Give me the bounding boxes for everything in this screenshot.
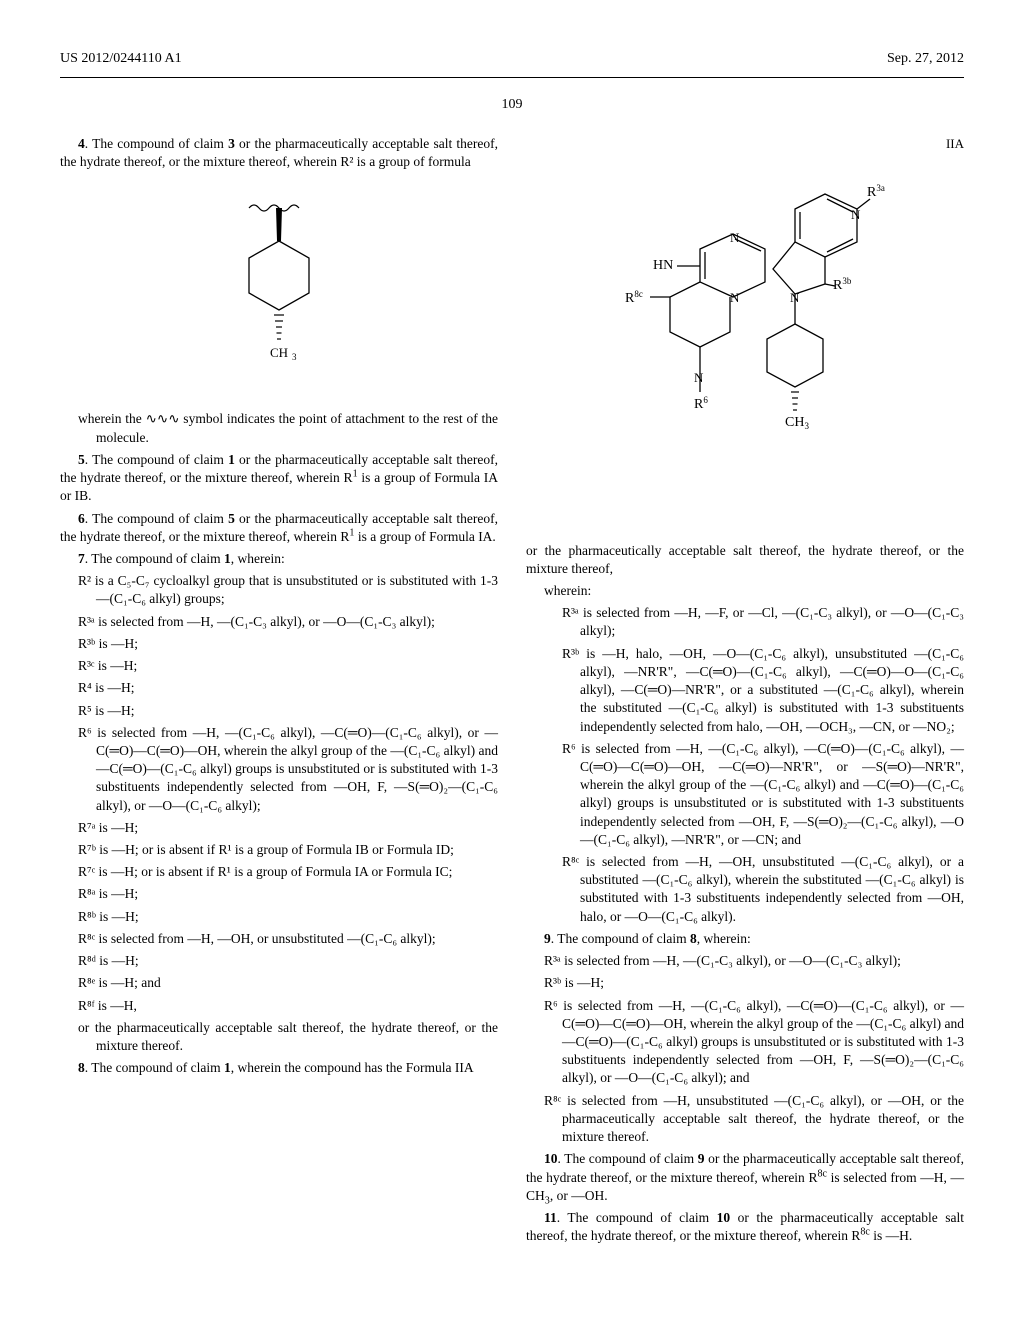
claim-8-lead: 8. The compound of claim 1, wherein the … bbox=[60, 1059, 498, 1077]
c8-r8c: R⁸ᶜ is selected from —H, —OH, unsubstitu… bbox=[526, 853, 964, 926]
c8-r3a: R³ᵃ is selected from —H, —F, or —Cl, —(C… bbox=[526, 604, 964, 640]
c8-r3b: R³ᵇ is —H, halo, —OH, —O—(C₁-C₆ alkyl), … bbox=[526, 645, 964, 736]
c7-r3c: R³ᶜ is —H; bbox=[60, 657, 498, 675]
svg-text:3: 3 bbox=[292, 352, 297, 362]
claim-4-ref: 3 bbox=[228, 136, 235, 151]
svg-text:HN: HN bbox=[653, 258, 673, 273]
header-rule bbox=[60, 77, 964, 78]
claim-10: 10. The compound of claim 9 or the pharm… bbox=[526, 1150, 964, 1205]
claim-8-mid: or the pharmaceutically acceptable salt … bbox=[526, 542, 964, 578]
claim-7: 7. The compound of claim 1, wherein: bbox=[60, 550, 498, 568]
c7-r8c: R⁸ᶜ is selected from —H, —OH, or unsubst… bbox=[60, 930, 498, 948]
svg-text:R6: R6 bbox=[694, 395, 708, 412]
claim-9: 9. The compound of claim 8, wherein: bbox=[526, 930, 964, 948]
svg-text:N: N bbox=[851, 207, 861, 222]
c9-r6: R⁶ is selected from —H, —(C₁-C₆ alkyl), … bbox=[526, 997, 964, 1088]
claim-6: 6. The compound of claim 5 or the pharma… bbox=[60, 510, 498, 546]
svg-text:N: N bbox=[730, 230, 740, 245]
svg-text:R3a: R3a bbox=[867, 183, 885, 200]
fig1-caption: wherein the ∿∿∿ symbol indicates the poi… bbox=[60, 410, 498, 446]
body-columns: 4. The compound of claim 3 or the pharma… bbox=[60, 135, 964, 1255]
c7-r7c: R⁷ᶜ is —H; or is absent if R¹ is a group… bbox=[60, 863, 498, 881]
formula-label-text: IIA bbox=[946, 135, 964, 153]
c7-r6: R⁶ is selected from —H, —(C₁-C₆ alkyl), … bbox=[60, 724, 498, 815]
c7-r2: R² is a C₅-C₇ cycloalkyl group that is u… bbox=[60, 572, 498, 608]
claim-4-num: 4 bbox=[78, 136, 85, 151]
c9-r3b: R³ᵇ is —H; bbox=[526, 974, 964, 992]
c7-r7b: R⁷ᵇ is —H; or is absent if R¹ is a group… bbox=[60, 841, 498, 859]
claim-5: 55. The compound of claim 1 or the pharm… bbox=[60, 451, 498, 506]
c7-r8f: R⁸ᶠ is —H, bbox=[60, 997, 498, 1015]
page-header: US 2012/0244110 A1 Sep. 27, 2012 bbox=[60, 50, 964, 69]
svg-text:N: N bbox=[730, 290, 740, 305]
c7-r4: R⁴ is —H; bbox=[60, 679, 498, 697]
formula-iia-label: IIA bbox=[526, 135, 964, 153]
c9-r8c: R⁸ᶜ is selected from —H, unsubstituted —… bbox=[526, 1092, 964, 1147]
svg-text:R3b: R3b bbox=[833, 276, 852, 293]
c7-r8a: R⁸ᵃ is —H; bbox=[60, 885, 498, 903]
c7-r3a: R³ᵃ is selected from —H, —(C₁-C₃ alkyl),… bbox=[60, 613, 498, 631]
c7-tail: or the pharmaceutically acceptable salt … bbox=[60, 1019, 498, 1055]
structure-2: R3a N N N N N R3b HN R8c R6 CH3 bbox=[526, 174, 964, 519]
claim-4-text1: . The compound of claim bbox=[85, 136, 228, 151]
c7-r5: R⁵ is —H; bbox=[60, 702, 498, 720]
page-number: 109 bbox=[60, 96, 964, 115]
c9-r3a: R³ᵃ is selected from —H, —(C₁-C₃ alkyl),… bbox=[526, 952, 964, 970]
claim-8-wherein: wherein: bbox=[526, 582, 964, 600]
publication-date: Sep. 27, 2012 bbox=[887, 50, 964, 69]
c7-r8b: R⁸ᵇ is —H; bbox=[60, 908, 498, 926]
svg-text:N: N bbox=[790, 290, 800, 305]
c7-r7a: R⁷ᵃ is —H; bbox=[60, 819, 498, 837]
claim-4: 4. The compound of claim 3 or the pharma… bbox=[60, 135, 498, 171]
claim-11: 11. The compound of claim 10 or the phar… bbox=[526, 1209, 964, 1245]
c8-r6: R⁶ is selected from —H, —(C₁-C₆ alkyl), … bbox=[526, 740, 964, 849]
svg-text:N: N bbox=[694, 370, 704, 385]
patent-number: US 2012/0244110 A1 bbox=[60, 50, 182, 69]
c7-r8d: R⁸ᵈ is —H; bbox=[60, 952, 498, 970]
svg-text:CH3: CH3 bbox=[785, 415, 809, 431]
svg-text:CH: CH bbox=[270, 345, 288, 360]
structure-1: CH 3 bbox=[60, 193, 498, 388]
c7-r8e: R⁸ᵉ is —H; and bbox=[60, 974, 498, 992]
c7-r3b: R³ᵇ is —H; bbox=[60, 635, 498, 653]
svg-text:R8c: R8c bbox=[625, 289, 643, 306]
